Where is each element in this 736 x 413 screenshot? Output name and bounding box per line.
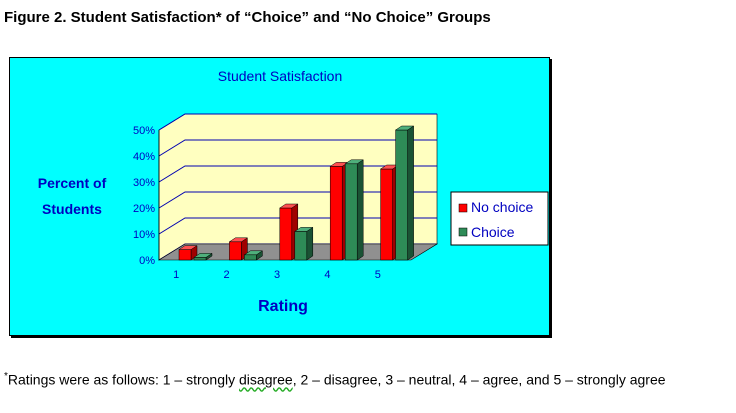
gridline [158, 113, 437, 131]
legend-swatch-choice [458, 227, 468, 237]
y-tick-label: 20% [133, 203, 155, 215]
legend: No choice Choice [450, 191, 549, 246]
x-tick-label: 3 [274, 269, 280, 281]
bar-no-choice-3 [278, 203, 299, 261]
legend-label-no-choice: No choice [471, 199, 533, 215]
x-axis-label: Rating [258, 298, 308, 315]
footnote-text-start: Ratings were as follows: 1 – strongly [7, 371, 240, 388]
y-tick-label: 30% [133, 177, 155, 189]
y-axis-label-line1: Percent of [38, 175, 107, 191]
bar-chart: Student Satisfaction Percent of Students… [38, 68, 549, 315]
y-axis-label-line2: Students [42, 201, 102, 217]
y-tick-label: 0% [139, 255, 155, 267]
footnote-text-end: , 2 – disagree, 3 – neutral, 4 – agree, … [292, 371, 666, 388]
figure-title: Figure 2. Student Satisfaction* of “Choi… [4, 9, 491, 26]
y-tick-label: 40% [133, 151, 155, 163]
gridline [158, 139, 437, 157]
bar-choice-5 [394, 125, 415, 261]
x-tick-label: 2 [224, 269, 230, 281]
x-tick-label: 4 [324, 269, 330, 281]
legend-swatch-no-choice [458, 203, 468, 213]
x-tick-label: 5 [375, 269, 381, 281]
chart-title: Student Satisfaction [218, 68, 343, 84]
y-tick-label: 50% [133, 125, 155, 137]
y-tick-label: 10% [133, 229, 155, 241]
bar-choice-4 [344, 159, 365, 261]
footnote-flagged-word: disagree [239, 371, 293, 388]
footnote-marker: * [4, 371, 8, 382]
x-tick-label: 1 [173, 269, 179, 281]
bar-choice-1 [193, 252, 213, 261]
bar-choice-3 [293, 226, 314, 261]
chart-area: Student Satisfaction Percent of Students… [9, 57, 550, 336]
bar-choice-2 [243, 250, 264, 261]
legend-label-choice: Choice [471, 224, 515, 240]
footnote: *Ratings were as follows: 1 – strongly d… [4, 368, 720, 389]
